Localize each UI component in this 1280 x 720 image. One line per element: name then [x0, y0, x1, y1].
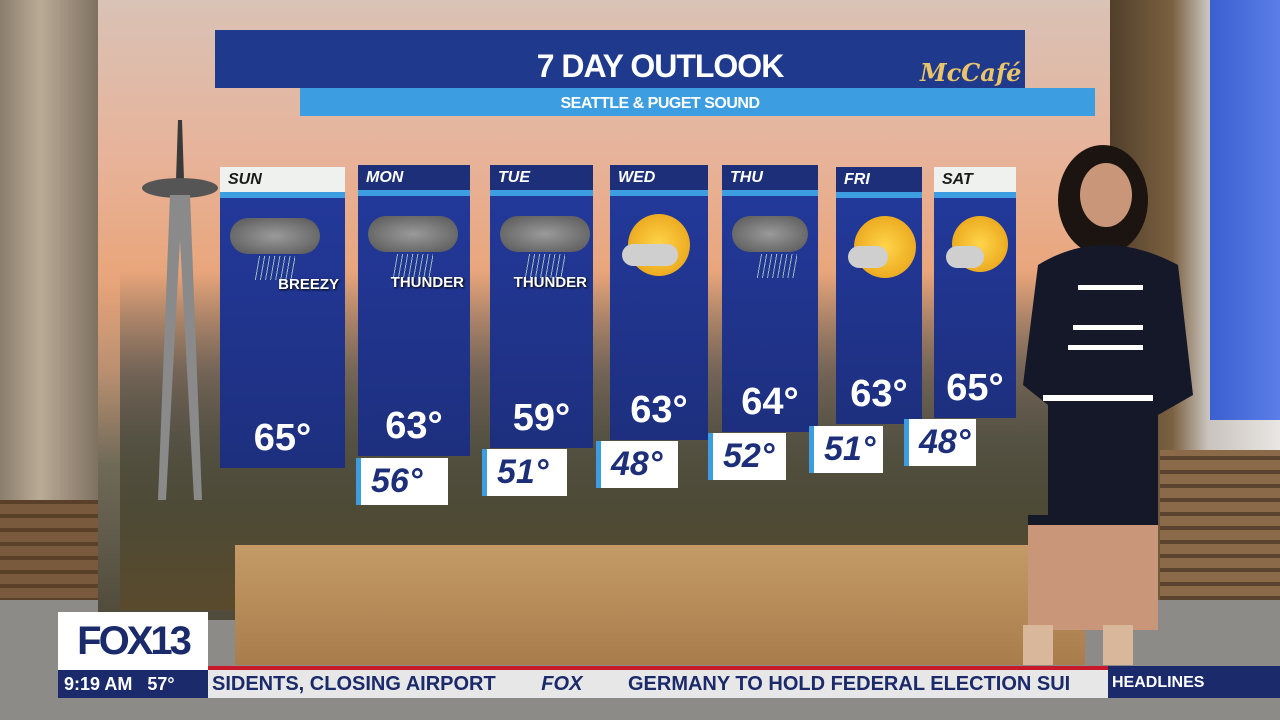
day-column-sat: SAT 65° — [934, 167, 1016, 418]
thunderstorm-icon — [500, 216, 590, 252]
studio-bench — [235, 545, 1085, 665]
day-column-wed: WED 63° — [610, 165, 708, 440]
day-label: TUE — [490, 165, 593, 190]
thunderstorm-icon — [368, 216, 458, 252]
condition-label: THUNDER — [513, 274, 587, 291]
clock-time: 9:19 AM — [64, 674, 133, 694]
graphic-subtitle: SEATTLE & PUGET SOUND — [560, 95, 761, 112]
low-temp-fri: 51° — [809, 426, 883, 473]
high-temp: 64° — [741, 381, 799, 423]
day-column-fri: FRI 63° — [836, 167, 922, 424]
day-column-mon: MON THUNDER 63° — [358, 165, 470, 456]
day-label: FRI — [836, 167, 922, 192]
cloud-rain-icon — [732, 216, 808, 252]
day-column-tue: TUE THUNDER 59° — [490, 165, 593, 448]
day-label: SAT — [934, 167, 1016, 192]
cloud-rain-icon — [230, 218, 320, 254]
news-ticker: SIDENTS, CLOSING AIRPORT FOX GERMANY TO … — [208, 670, 1108, 698]
low-temp-mon: 56° — [356, 458, 448, 505]
sponsor-logo: McCafé — [920, 58, 1022, 87]
day-label: SUN — [220, 167, 345, 192]
high-temp: 63° — [385, 405, 443, 447]
studio-blue-panel — [1210, 0, 1280, 420]
low-temp-wed: 48° — [596, 441, 678, 488]
subtitle-banner — [300, 88, 1095, 116]
current-temp: 57° — [147, 674, 175, 694]
low-temp-thu: 52° — [708, 433, 786, 480]
wood-wall-right — [1160, 450, 1280, 610]
ticker-headline: SIDENTS, CLOSING AIRPORT — [212, 673, 496, 695]
day-column-sun: SUN BREEZY 65° — [220, 167, 345, 468]
high-temp: 65° — [253, 417, 312, 459]
high-temp: 63° — [630, 389, 688, 431]
ticker-fox-logo: FOX — [541, 673, 583, 695]
title-banner — [215, 30, 1025, 88]
day-label: WED — [610, 165, 708, 190]
day-label: THU — [722, 165, 818, 190]
high-temp: 65° — [946, 367, 1004, 409]
high-temp: 59° — [512, 397, 571, 439]
space-needle-image — [142, 120, 218, 500]
station-logo: FOX13 — [58, 612, 208, 670]
graphic-title: 7 DAY OUTLOOK — [536, 48, 785, 84]
condition-label: THUNDER — [390, 274, 464, 291]
ticker-section-label: HEADLINES — [1108, 666, 1280, 698]
ticker-headline: GERMANY TO HOLD FEDERAL ELECTION SUI — [627, 673, 1071, 695]
day-column-thu: THU 64° — [722, 165, 818, 432]
day-label: MON — [358, 165, 470, 190]
ticker-accent-line — [208, 666, 1108, 670]
high-temp: 63° — [850, 373, 908, 415]
time-temp-box: 9:19 AM 57° — [58, 670, 208, 698]
presenter — [1023, 145, 1193, 665]
low-temp-tue: 51° — [482, 449, 567, 496]
condition-label: BREEZY — [278, 276, 339, 293]
low-temp-sat: 48° — [904, 419, 976, 466]
